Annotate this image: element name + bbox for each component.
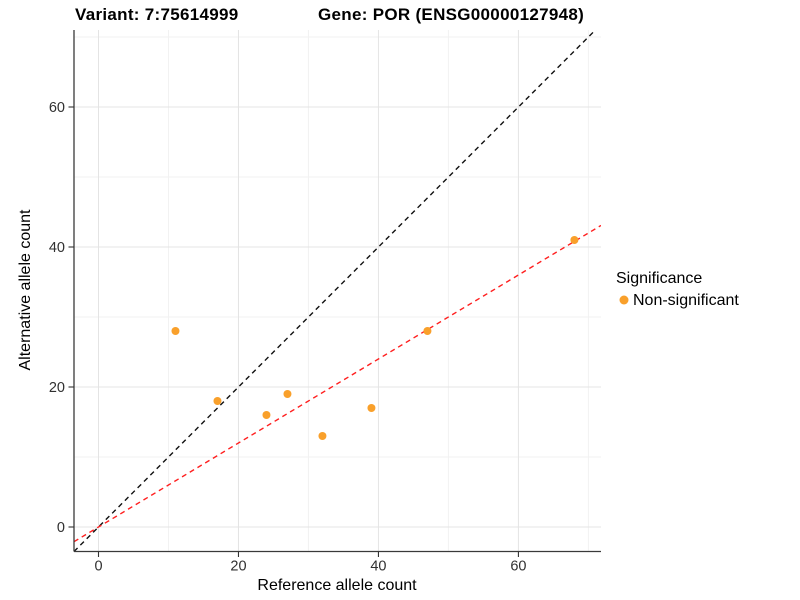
data-point xyxy=(171,327,180,335)
tick-marks xyxy=(68,106,519,557)
data-point xyxy=(262,411,271,419)
variant-title: Variant: 7:75614999 xyxy=(75,5,239,24)
y-tick-label: 0 xyxy=(57,520,65,536)
major-gridlines xyxy=(74,30,601,552)
data-point xyxy=(367,404,376,412)
y-tick-label: 40 xyxy=(49,240,65,256)
x-tick-label: 0 xyxy=(94,559,102,575)
data-point xyxy=(570,236,579,244)
legend-point-icon xyxy=(619,295,629,305)
legend: Significance Non-significant xyxy=(616,270,739,309)
x-tick-label: 20 xyxy=(230,559,246,575)
fit-line xyxy=(74,224,601,543)
x-tick-label: 60 xyxy=(510,559,526,575)
tick-labels: 0 20 40 60 0 20 40 60 xyxy=(49,100,527,575)
x-tick-label: 40 xyxy=(370,559,386,575)
data-point xyxy=(213,397,222,405)
x-axis-title: Reference allele count xyxy=(257,577,417,594)
plot-panel xyxy=(74,30,601,552)
identity-line xyxy=(74,30,597,552)
gene-title: Gene: POR (ENSG00000127948) xyxy=(318,5,584,24)
y-tick-label: 20 xyxy=(49,380,65,396)
reference-lines xyxy=(74,30,601,552)
legend-title: Significance xyxy=(616,270,702,287)
minor-gridlines xyxy=(74,30,601,552)
y-axis-title: Alternative allele count xyxy=(17,209,34,371)
legend-item-label: Non-significant xyxy=(633,292,739,309)
data-point xyxy=(318,432,327,440)
data-point xyxy=(283,390,292,398)
y-tick-label: 60 xyxy=(49,100,65,116)
data-points xyxy=(171,236,579,440)
axes xyxy=(73,30,601,553)
data-point xyxy=(423,327,432,335)
